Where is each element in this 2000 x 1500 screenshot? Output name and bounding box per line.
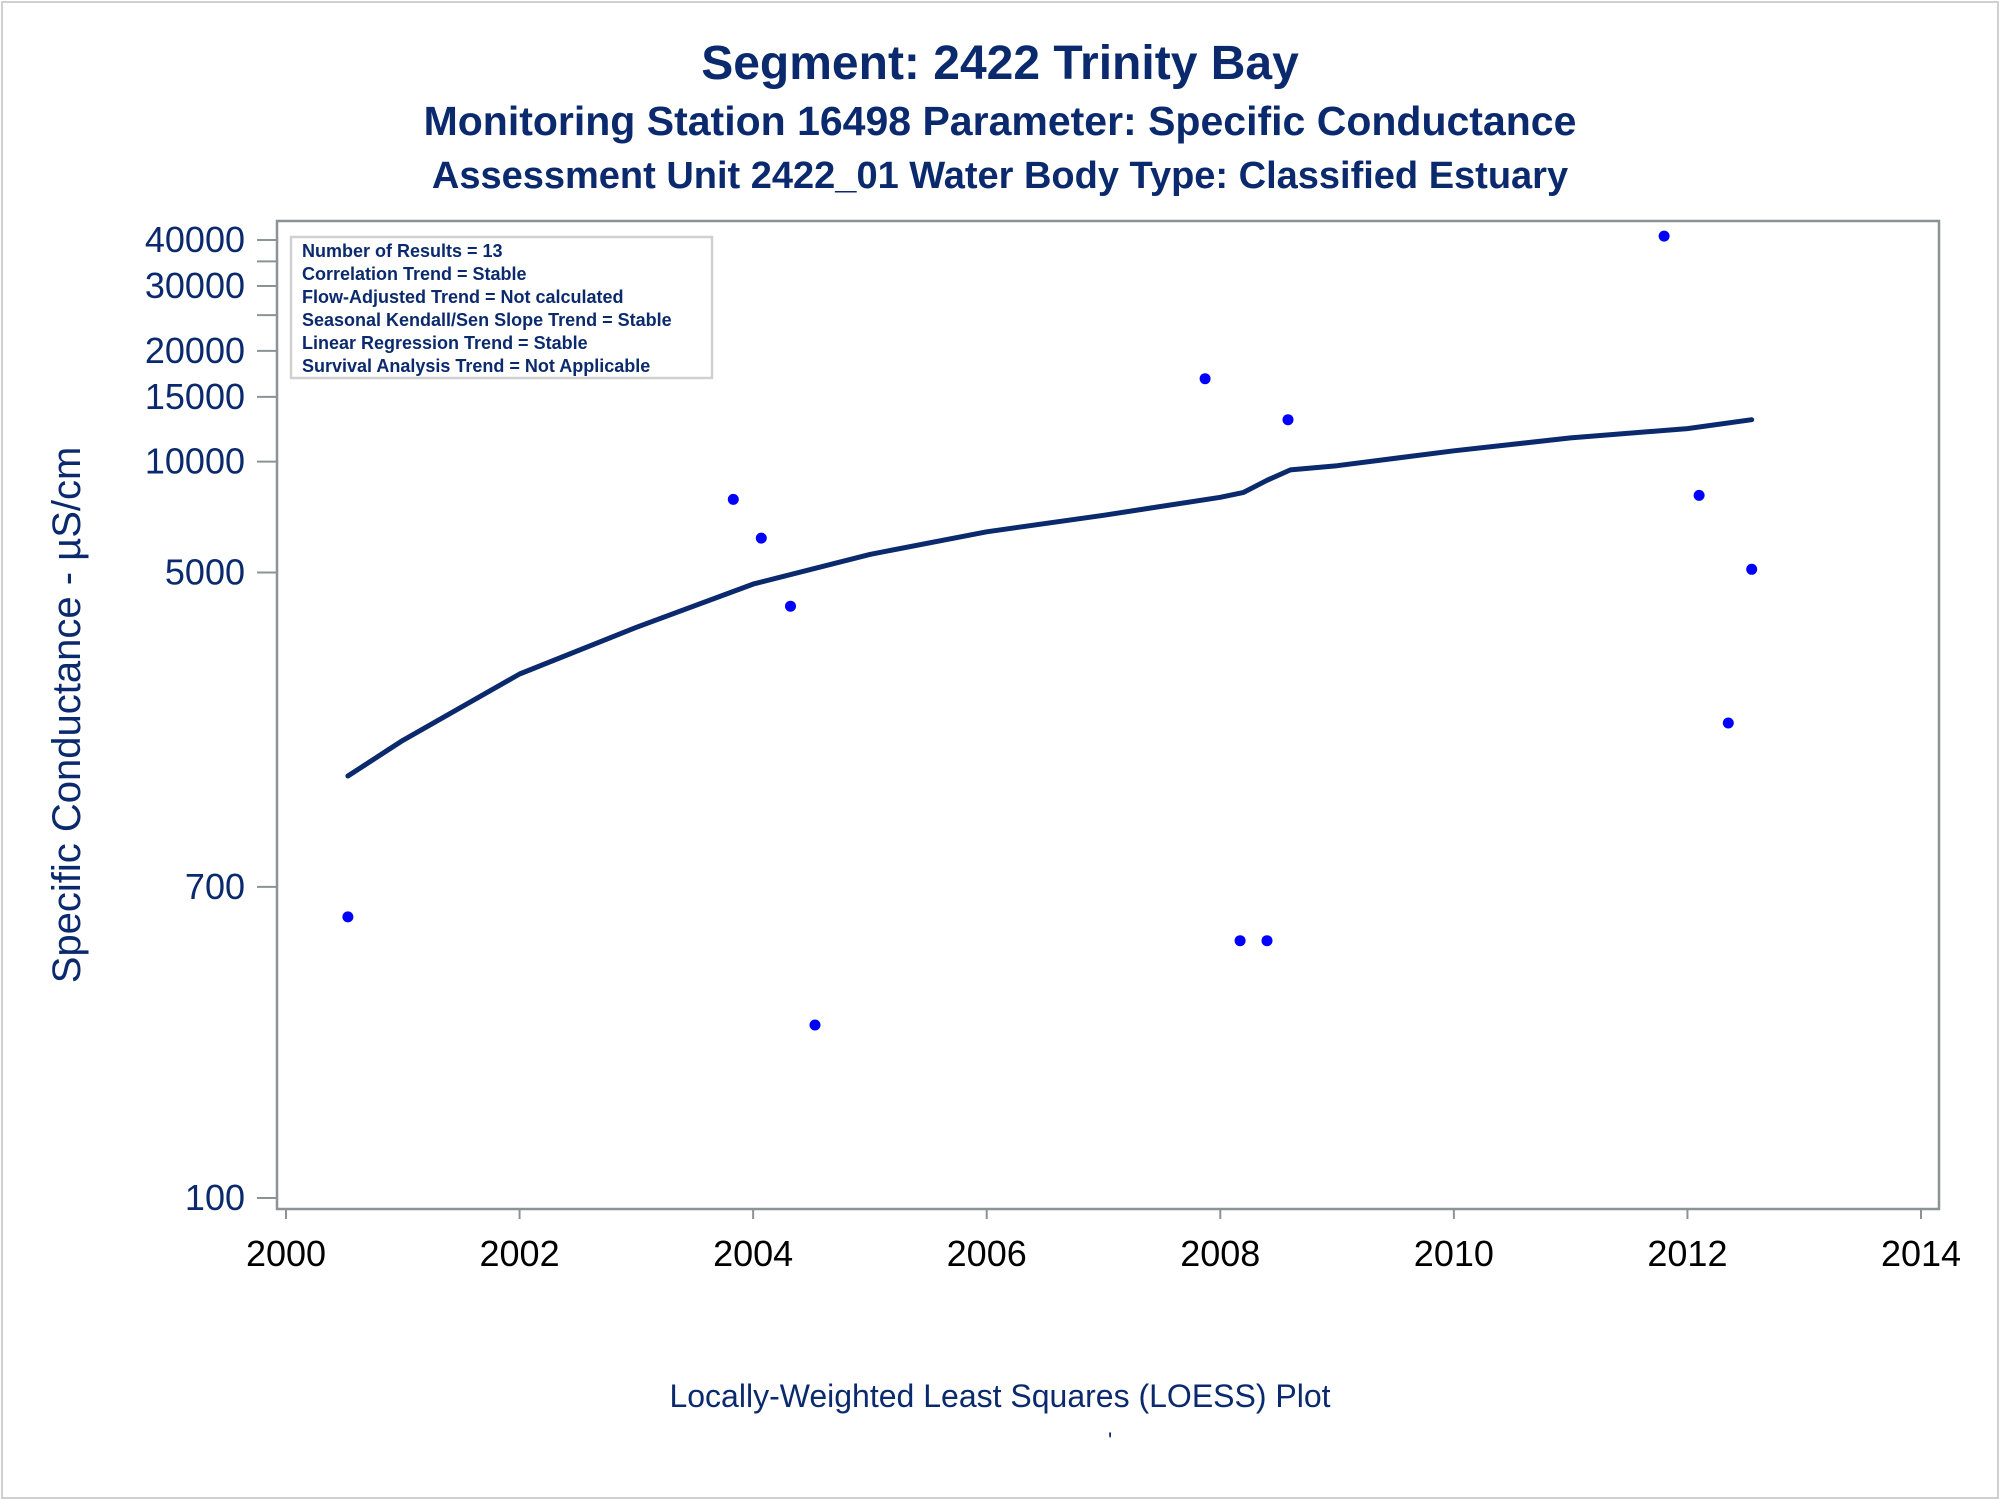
x-tick-label: 2000 (246, 1233, 326, 1274)
data-point (1199, 373, 1211, 385)
plot-frame (275, 219, 1941, 1211)
loess-series (345, 417, 1755, 779)
y-tick-label: 100 (185, 1177, 245, 1218)
stats-line: Number of Results = 13 (302, 241, 503, 261)
y-tick-label: 20000 (145, 330, 245, 371)
data-point (1746, 563, 1758, 575)
x-tick-label: 2006 (947, 1233, 1027, 1274)
y-tick-label: 40000 (145, 219, 245, 260)
stats-box: Number of Results = 13 Correlation Trend… (289, 235, 714, 380)
x-tick-label: 2014 (1881, 1233, 1961, 1274)
x-tick-label: 2012 (1647, 1233, 1727, 1274)
y-tick-label: 30000 (145, 265, 245, 306)
data-point (1234, 935, 1246, 947)
chart-subtitle: Monitoring Station 16498 Parameter: Spec… (423, 98, 1577, 144)
data-point (727, 493, 739, 505)
stats-line: Flow-Adjusted Trend = Not calculated (302, 287, 624, 307)
stats-line: Seasonal Kendall/Sen Slope Trend = Stabl… (302, 310, 672, 330)
x-tick-label: 2004 (713, 1233, 793, 1274)
data-point (342, 911, 354, 923)
y-tick-label: 15000 (145, 376, 245, 417)
stats-line: Linear Regression Trend = Stable (302, 333, 588, 353)
data-point (785, 600, 796, 612)
stats-box-frame (289, 235, 714, 380)
x-axis: 2000 2002 2004 2006 2008 2010 2012 2014 (246, 1209, 1961, 1274)
data-point (1261, 935, 1273, 947)
data-point (809, 1019, 821, 1031)
y-axis: 100 700 5000 10000 15000 20000 30000 40000 (145, 219, 277, 1218)
y-axis-label: Specific Conductance - µS/cm (45, 447, 89, 984)
x-tick-label: 2010 (1414, 1233, 1494, 1274)
chart-subtitle-2: Assessment Unit 2422_01 Water Body Type:… (431, 155, 1569, 197)
loess-line (345, 417, 1755, 779)
data-point (1693, 489, 1705, 501)
footnote-mark: ' (1108, 1428, 1113, 1453)
data-point (1658, 230, 1670, 242)
y-tick-label: 700 (185, 866, 245, 907)
data-point (1282, 414, 1294, 426)
stats-line: Survival Analysis Trend = Not Applicable (302, 356, 650, 376)
observation-series (342, 230, 1758, 1031)
x-tick-label: 2002 (480, 1233, 560, 1274)
chart-title: Segment: 2422 Trinity Bay (701, 37, 1299, 90)
x-tick-label: 2008 (1180, 1233, 1260, 1274)
stats-line: Correlation Trend = Stable (302, 264, 527, 284)
y-tick-label: 10000 (145, 441, 245, 482)
y-tick-label: 5000 (165, 551, 245, 592)
data-point (755, 532, 767, 544)
plot-footnote: Locally-Weighted Least Squares (LOESS) P… (669, 1378, 1331, 1414)
data-point (1722, 717, 1734, 729)
